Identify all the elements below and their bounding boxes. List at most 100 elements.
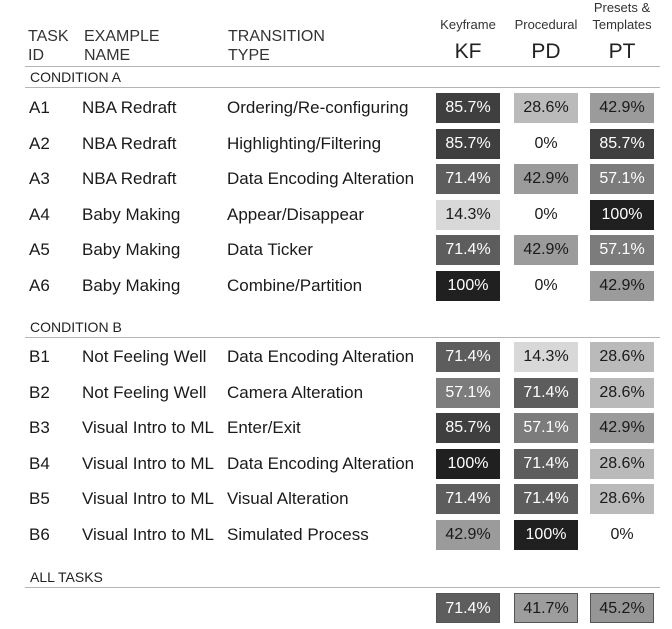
transition-type-cell: Ordering/Re-configuring xyxy=(227,98,409,117)
example-name-cell: Not Feeling Well xyxy=(82,382,207,402)
table-row: B2 Not Feeling Well Camera Alteration 57.1%… xyxy=(0,375,672,411)
task-id-cell: B3 xyxy=(29,418,50,437)
transition-type-cell: Data Encoding Alteration xyxy=(227,169,415,188)
all-tasks-label: ALL TASKS xyxy=(30,569,103,585)
kf-cell: 14.3% xyxy=(436,199,500,230)
pd-cell: 28.6% xyxy=(514,93,578,123)
all-tasks-pt-cell: 45.2% xyxy=(590,593,654,623)
task-id-cell: A6 xyxy=(29,275,50,295)
kf-cell: 85.7% xyxy=(436,128,500,159)
pd-cell: 71.4% xyxy=(514,377,578,408)
condition-a-rule xyxy=(25,87,660,88)
task-id-cell: B6 xyxy=(29,524,50,544)
pt-cell: 42.9% xyxy=(590,270,654,301)
pd-cell: 57.1% xyxy=(514,413,578,443)
header-rule xyxy=(25,66,660,67)
task-id-cell: A2 xyxy=(29,133,50,153)
task-id-cell: B2 xyxy=(29,382,50,402)
pt-cell: 28.6% xyxy=(590,484,654,514)
pd-cell: 0% xyxy=(534,205,558,223)
example-name-cell: NBA Redraft xyxy=(82,98,177,117)
kf-cell: 71.4% xyxy=(436,484,500,514)
table-row: A4 Baby Making Appear/Disappear 14.3% 0% 100% xyxy=(0,197,672,233)
header-kf-full: Keyframe xyxy=(440,17,496,32)
transition-type-cell: Highlighting/Filtering xyxy=(227,133,382,153)
all-tasks-rule xyxy=(25,587,660,588)
example-name-cell: NBA Redraft xyxy=(82,169,177,188)
transition-type-cell: Data Encoding Alteration xyxy=(227,347,415,366)
pt-cell: 28.6% xyxy=(590,342,654,372)
transition-type-cell: Combine/Partition xyxy=(227,275,363,295)
pt-cell: 100% xyxy=(590,199,654,230)
example-name-cell: Visual Intro to ML xyxy=(82,418,214,437)
example-name-cell: Not Feeling Well xyxy=(82,347,207,366)
pt-cell: 57.1% xyxy=(590,164,654,194)
task-id-cell: A1 xyxy=(29,98,50,117)
header-transition-type: TRANSITION TYPE xyxy=(228,28,325,64)
example-name-cell: NBA Redraft xyxy=(82,133,177,153)
pt-cell: 28.6% xyxy=(590,377,654,408)
example-name-cell: Baby Making xyxy=(82,275,181,295)
table-row: A1 NBA Redraft Ordering/Re-configuring 85.7… xyxy=(0,90,672,126)
transition-type-cell: Simulated Process xyxy=(227,524,369,544)
kf-cell: 42.9% xyxy=(436,519,500,550)
kf-cell: 100% xyxy=(436,448,500,479)
pd-cell: 100% xyxy=(514,519,578,550)
task-id-cell: B4 xyxy=(29,453,50,473)
condition-a-label: CONDITION A xyxy=(30,69,122,85)
pt-cell: 0% xyxy=(610,525,634,543)
kf-cell: 57.1% xyxy=(436,377,500,408)
table-row: B6 Visual Intro to ML Simulated Process 42.… xyxy=(0,517,672,553)
transition-type-cell: Data Ticker xyxy=(227,240,313,259)
transition-type-cell: Camera Alteration xyxy=(227,382,364,402)
transition-type-cell: Appear/Disappear xyxy=(227,204,365,224)
header-example-name: EXAMPLE NAME xyxy=(84,28,160,64)
header-pt: PT xyxy=(608,40,636,63)
table-row: A2 NBA Redraft Highlighting/Filtering 85.7%… xyxy=(0,126,672,162)
task-id-cell: B5 xyxy=(29,489,50,508)
all-tasks-kf-cell: 71.4% xyxy=(436,593,500,623)
task-id-cell: B1 xyxy=(29,347,50,366)
pt-cell: 42.9% xyxy=(590,93,654,123)
table-row: B1 Not Feeling Well Data Encoding Alterati… xyxy=(0,339,672,375)
pd-cell: 71.4% xyxy=(514,448,578,479)
all-tasks-pd-cell: 41.7% xyxy=(514,593,578,623)
pt-cell: 28.6% xyxy=(590,448,654,479)
pd-cell: 42.9% xyxy=(514,235,578,265)
kf-cell: 85.7% xyxy=(436,93,500,123)
pd-cell: 0% xyxy=(534,276,558,294)
transition-type-cell: Visual Alteration xyxy=(227,489,349,508)
example-name-cell: Baby Making xyxy=(82,240,181,259)
header-pd: PD xyxy=(531,40,561,63)
table-row: A5 Baby Making Data Ticker 71.4% 42.9% 57.1% xyxy=(0,232,672,268)
pd-cell: 0% xyxy=(534,134,558,152)
condition-b-label: CONDITION B xyxy=(30,319,122,335)
table-row: B4 Visual Intro to ML Data Encoding Altera… xyxy=(0,446,672,482)
kf-cell: 85.7% xyxy=(436,413,500,443)
transition-type-cell: Enter/Exit xyxy=(227,418,301,437)
header-task-id: TASK ID xyxy=(28,28,69,64)
pt-cell: 85.7% xyxy=(590,128,654,159)
header-pt-full: Presets & Templates xyxy=(592,0,652,32)
table-row: B5 Visual Intro to ML Visual Alteration 71.… xyxy=(0,481,672,517)
example-name-cell: Visual Intro to ML xyxy=(82,489,214,508)
table-row: B3 Visual Intro to ML Enter/Exit 85.7% 57.1%… xyxy=(0,410,672,446)
header-pd-full: Procedural xyxy=(514,17,578,32)
kf-cell: 71.4% xyxy=(436,164,500,194)
kf-cell: 100% xyxy=(436,270,500,301)
all-tasks-row: 71.4% 41.7% 45.2% xyxy=(0,590,672,626)
example-name-cell: Baby Making xyxy=(82,204,181,224)
task-id-cell: A5 xyxy=(29,240,50,259)
condition-b-rule xyxy=(25,337,660,338)
task-id-cell: A3 xyxy=(29,169,50,188)
transition-type-cell: Data Encoding Alteration xyxy=(227,453,415,473)
pd-cell: 14.3% xyxy=(514,342,578,372)
table-row: A3 NBA Redraft Data Encoding Alteration 71.… xyxy=(0,161,672,197)
pd-cell: 42.9% xyxy=(514,164,578,194)
pt-cell: 42.9% xyxy=(590,413,654,443)
header-kf: KF xyxy=(454,40,482,63)
pt-cell: 57.1% xyxy=(590,235,654,265)
table-row: A6 Baby Making Combine/Partition 100% 0% 42.9… xyxy=(0,268,672,304)
example-name-cell: Visual Intro to ML xyxy=(82,453,214,473)
kf-cell: 71.4% xyxy=(436,342,500,372)
